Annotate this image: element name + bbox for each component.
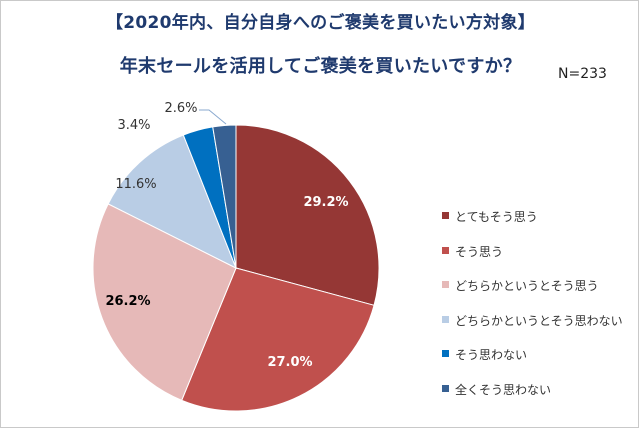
legend-item: そう思う [440, 243, 636, 278]
data-label: 26.2% [105, 294, 150, 309]
data-label: 27.0% [267, 355, 312, 370]
sample-size-label: N=233 [558, 66, 607, 82]
legend-swatch [442, 350, 449, 358]
chart-title-line1: 【2020年内、自分自身へのご褒美を買いたい方対象】 [105, 13, 536, 33]
chart-legend: とてもそう思う そう思うどちらかというとそう思うどちらかというとそう思わない そう思… [440, 208, 636, 416]
pie-slice [92, 203, 237, 401]
legend-label: どちらかというとそう思う [455, 279, 599, 294]
pie-slice [235, 124, 380, 306]
legend-item: 全くそう思わない [440, 381, 636, 416]
pie-slice [181, 267, 375, 412]
chart-title: 年末セールを活用してご褒美を買いたいですか？ [119, 56, 522, 77]
legend-swatch [442, 212, 449, 219]
data-label: 2.6% [164, 101, 197, 116]
legend-label: そう思う [455, 244, 504, 259]
legend-label: そう思わない [455, 348, 528, 363]
legend-item: そう思わない [440, 346, 636, 381]
legend-swatch [442, 384, 449, 392]
legend-swatch [442, 315, 449, 323]
legend-label: とてもそう思う [455, 210, 538, 224]
pie-slice [212, 124, 237, 269]
label-leader-line [199, 109, 227, 125]
legend-swatch [442, 246, 449, 254]
legend-item: どちらかというとそう思わない [440, 312, 636, 347]
legend-item: とてもそう思う [440, 208, 636, 243]
data-label: 29.2% [303, 195, 348, 210]
pie-slice [107, 134, 237, 270]
legend-swatch [442, 281, 449, 289]
legend-label: 全くそう思わない [455, 382, 552, 397]
legend-item: どちらかというとそう思う [440, 277, 636, 312]
data-label: 3.4% [117, 118, 150, 133]
legend-label: どちらかというとそう思わない [455, 313, 623, 328]
data-label: 11.6% [115, 177, 156, 192]
